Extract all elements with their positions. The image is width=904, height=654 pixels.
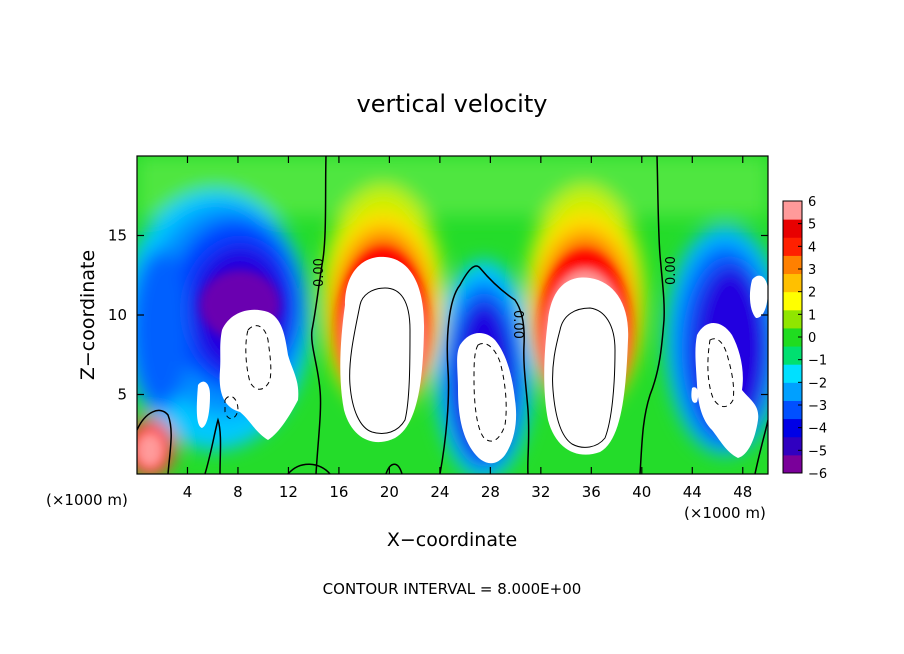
colorbar-tick-label: 3	[808, 263, 816, 278]
contour-neg-8-b	[473, 343, 507, 442]
y-tick-label: 10	[108, 306, 127, 324]
x-tick-label: 28	[481, 483, 500, 501]
contour-neg-8-c	[707, 338, 735, 407]
colorbar-tick-label: 2	[808, 286, 816, 301]
colorbar-tick-label: 1	[808, 308, 816, 323]
x-tick-label: 40	[632, 483, 651, 501]
colorbar-swatch	[783, 291, 802, 311]
y-tick-label: 5	[117, 386, 127, 404]
contour-zero-low3	[287, 463, 331, 474]
colorbar-tick-label: −3	[808, 399, 827, 414]
colorbar-swatch	[783, 400, 802, 420]
x-tick-label: 20	[380, 483, 399, 501]
colorbar-swatch	[783, 201, 802, 220]
contour-zero-left	[310, 156, 327, 474]
y-axis: 5 10 15	[108, 227, 768, 404]
x-tick-label: 16	[329, 483, 348, 501]
colorbar-tick-label: 0	[808, 331, 816, 346]
colorbar-tick-label: −2	[808, 376, 827, 391]
contour-zero-right	[639, 156, 665, 474]
contour-zero-low2	[204, 417, 222, 474]
contour-zero-low4	[385, 463, 403, 474]
x-tick-label: 48	[733, 483, 752, 501]
contour-label-center: 0.00	[510, 310, 525, 339]
x-tick-label: 44	[683, 483, 702, 501]
colorbar-tick-label: −5	[808, 444, 827, 459]
colorbar-tick-label: 6	[808, 195, 816, 210]
contour-label-right: 0.00	[664, 256, 679, 285]
colorbar-swatch	[783, 382, 802, 401]
contour-zero-low5	[754, 419, 768, 474]
colorbar-tick-label: 5	[808, 218, 816, 233]
colorbar-swatch	[783, 237, 802, 256]
colorbar-swatch	[783, 346, 802, 365]
x-axis-label: X−coordinate	[387, 529, 517, 551]
contour-interval-note: CONTOUR INTERVAL = 8.000E+00	[323, 580, 582, 598]
x-unit-right: (×1000 m)	[684, 504, 766, 522]
plot-area: 0.00 0.00 0.00	[137, 156, 768, 474]
colorbar-swatch	[783, 364, 802, 383]
colorbar: 6 5 4 3 2 1 0 −1 −2 −3 −4 −5 −6	[782, 195, 827, 482]
contour-zero-lowleft	[137, 409, 172, 474]
contour-lines-negative	[224, 325, 735, 442]
y-axis-label: Z−coordinate	[77, 250, 99, 380]
colorbar-swatch	[783, 219, 802, 238]
contour-lines-thin	[349, 287, 616, 448]
colorbar-tick-label: −4	[808, 422, 827, 437]
x-tick-label: 24	[430, 483, 449, 501]
saturated-regions	[196, 256, 768, 464]
colorbar-swatch	[783, 327, 802, 347]
contour-zero-center	[439, 265, 530, 474]
x-tick-label: 32	[531, 483, 550, 501]
y-tick-label: 15	[108, 227, 127, 245]
contour-pos-8-a	[349, 287, 411, 434]
colorbar-tick-label: −1	[808, 354, 827, 369]
contour-label-left: 0.00	[312, 258, 327, 287]
colorbar-swatch	[783, 436, 802, 456]
chart-title: vertical velocity	[357, 90, 548, 118]
x-axis: 4 8 12 16 20 24 28 32 36 40 44 48	[183, 156, 752, 501]
colorbar-tick-label: −6	[808, 467, 827, 482]
colorbar-swatch	[783, 454, 802, 474]
x-unit-left: (×1000 m)	[46, 491, 128, 509]
x-tick-label: 4	[183, 483, 193, 501]
colorbar-swatch	[783, 255, 802, 275]
x-tick-label: 36	[582, 483, 601, 501]
x-tick-label: 12	[279, 483, 298, 501]
colorbar-swatch	[783, 273, 802, 293]
contour-pos-8-b	[552, 307, 616, 448]
x-tick-label: 8	[233, 483, 243, 501]
colorbar-swatch	[783, 418, 802, 438]
contour-lines	[137, 156, 768, 474]
colorbar-tick-label: 4	[808, 240, 816, 255]
contour-neg-8-a	[245, 325, 272, 390]
colorbar-swatch	[783, 309, 802, 329]
contour-neg-8-d	[224, 395, 239, 419]
